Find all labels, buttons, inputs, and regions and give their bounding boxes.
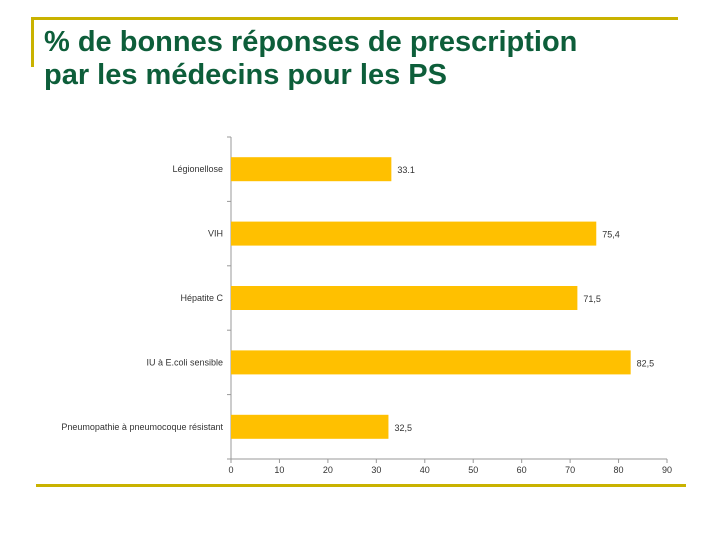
x-tick-label: 70 bbox=[565, 465, 575, 475]
slide-title: % de bonnes réponses de prescription par… bbox=[44, 26, 684, 92]
x-tick-label: 50 bbox=[468, 465, 478, 475]
value-label: 75,4 bbox=[602, 230, 620, 240]
bar-3 bbox=[231, 350, 631, 375]
value-label: 32,5 bbox=[394, 423, 412, 433]
bar-1 bbox=[231, 221, 597, 246]
slide-title-line-2: par les médecins pour les PS bbox=[44, 59, 447, 91]
x-tick-label: 90 bbox=[662, 465, 672, 475]
category-label: IU à E.coli sensible bbox=[146, 357, 223, 367]
category-label: Hépatite C bbox=[180, 293, 223, 303]
frame-top-rule bbox=[31, 17, 678, 20]
value-label: 33.1 bbox=[397, 165, 415, 175]
bar-4 bbox=[231, 414, 389, 439]
bar-2 bbox=[231, 286, 578, 310]
value-label: 82,5 bbox=[637, 358, 655, 368]
x-tick-label: 80 bbox=[614, 465, 624, 475]
x-tick-label: 10 bbox=[274, 465, 284, 475]
value-label: 71,5 bbox=[583, 294, 601, 304]
slide-title-line-1: % de bonnes réponses de prescription bbox=[44, 26, 578, 58]
bar-0 bbox=[231, 157, 392, 182]
x-tick-label: 30 bbox=[371, 465, 381, 475]
category-label: Pneumopathie à pneumocoque résistant bbox=[61, 422, 223, 432]
frame-bottom-rule bbox=[36, 484, 686, 487]
x-tick-label: 60 bbox=[517, 465, 527, 475]
frame-left-rule bbox=[31, 17, 34, 67]
x-tick-label: 20 bbox=[323, 465, 333, 475]
x-tick-label: 40 bbox=[420, 465, 430, 475]
category-label: Légionellose bbox=[172, 164, 223, 174]
category-label: VIH bbox=[208, 229, 223, 239]
x-tick-label: 0 bbox=[228, 465, 233, 475]
